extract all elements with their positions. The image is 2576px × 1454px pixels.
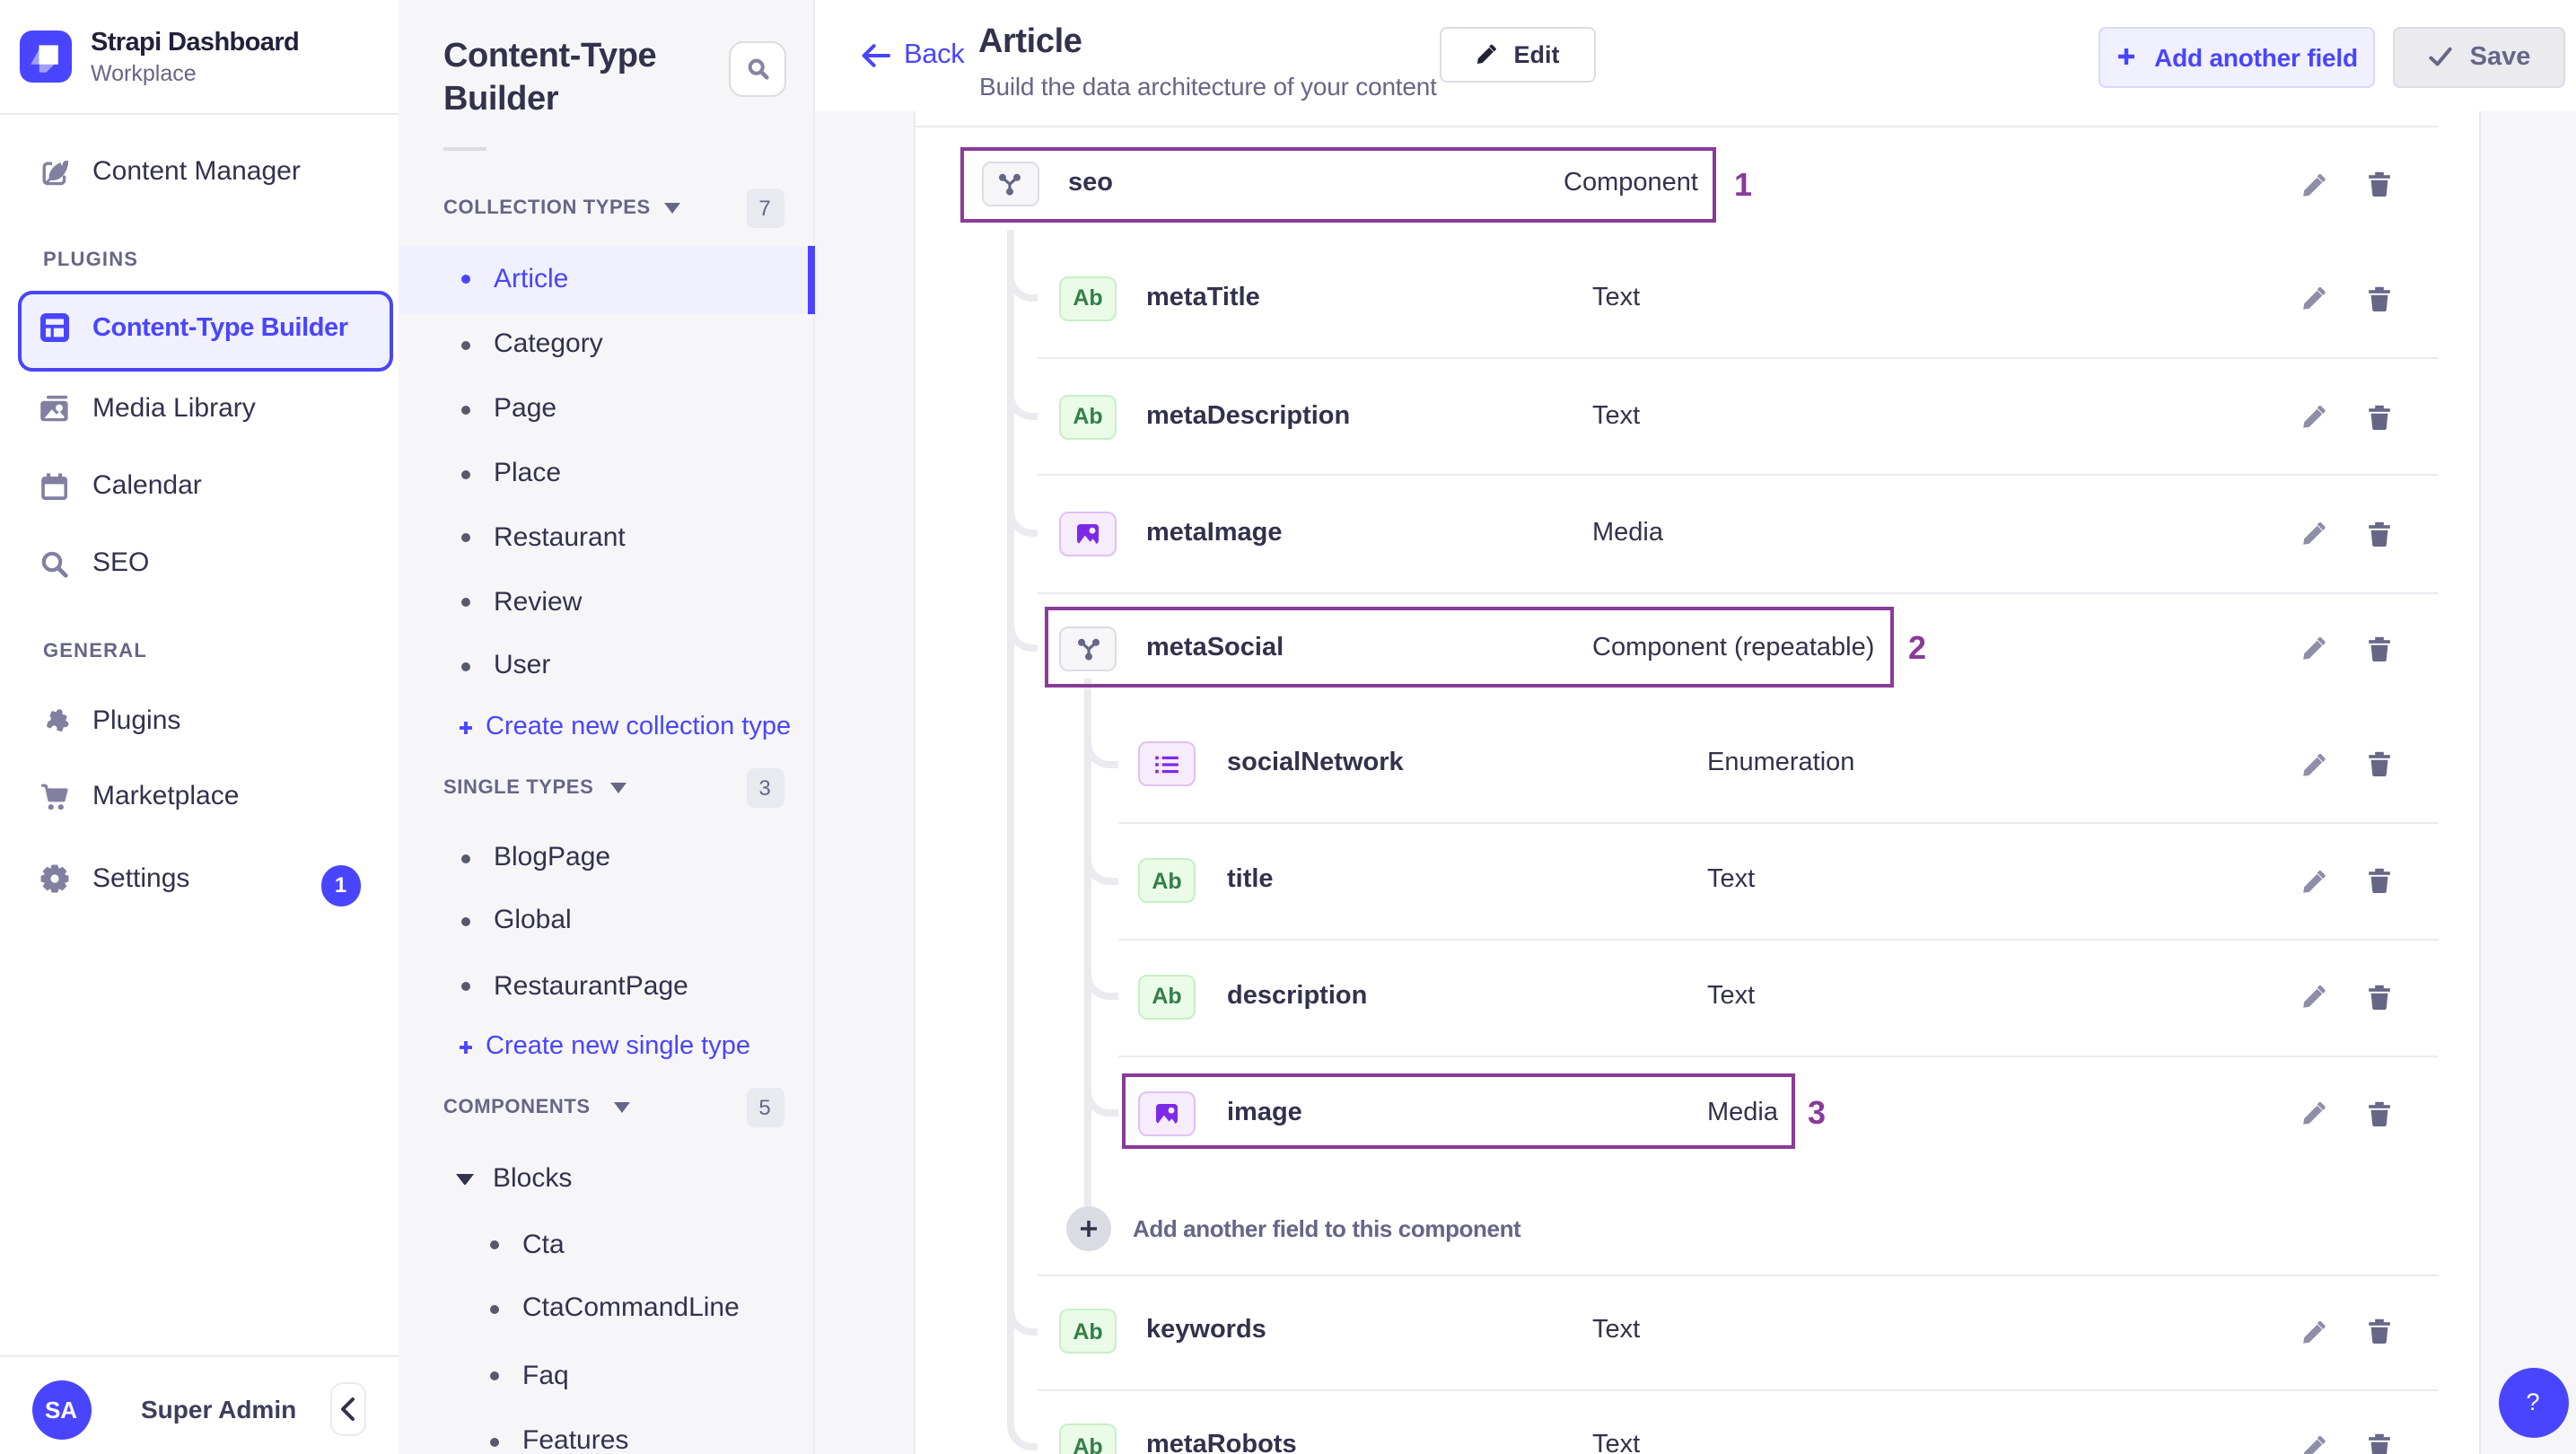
svg-text:?: ? xyxy=(2526,1388,2539,1415)
